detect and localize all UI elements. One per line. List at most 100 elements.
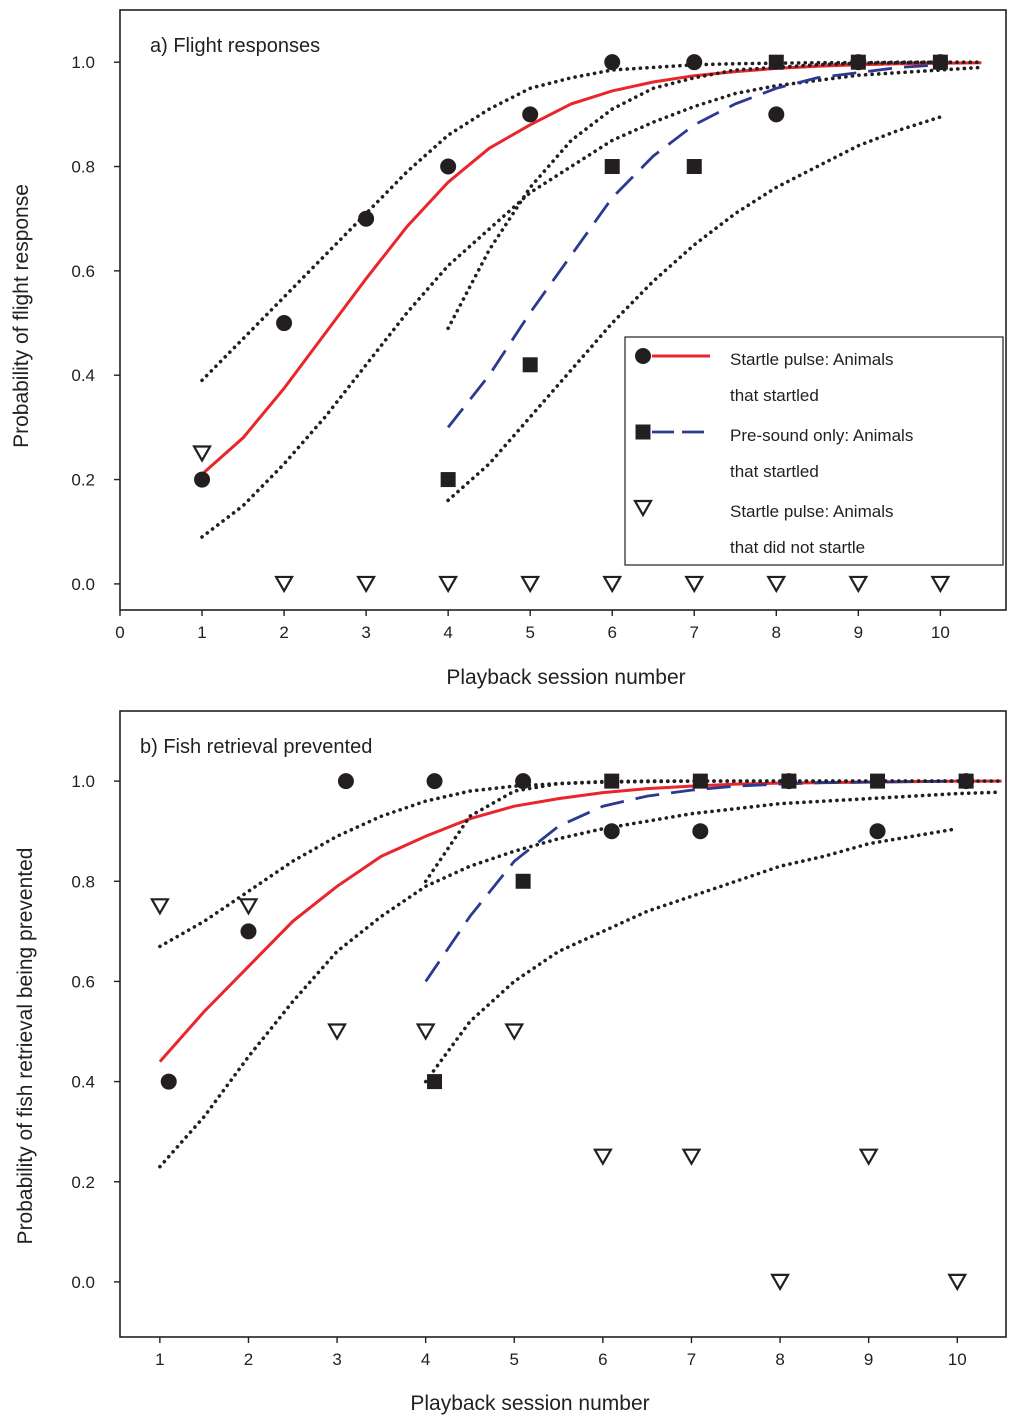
legend-circle-marker	[635, 348, 651, 364]
square-data-point	[515, 873, 531, 889]
circle-data-point	[440, 158, 457, 175]
y-tick-label: 0.2	[71, 471, 95, 490]
triangle-down-data-point	[274, 575, 294, 594]
panel-b-series	[158, 779, 1004, 1169]
x-tick-label: 2	[244, 1350, 253, 1369]
legend-entry-1-line-1: Startle pulse: Animals	[730, 350, 893, 369]
legend-triangle-down-marker	[633, 499, 653, 518]
x-tick-label: 5	[510, 1350, 519, 1369]
legend-samples	[633, 348, 710, 518]
x-tick-label: 5	[525, 623, 534, 642]
confidence-band-3	[158, 790, 1004, 1169]
circle-data-point	[240, 923, 257, 940]
fit-curve-5	[424, 779, 958, 983]
y-tick-label: 0.6	[71, 972, 95, 991]
legend-entry-3-line-1: Startle pulse: Animals	[730, 502, 893, 521]
triangle-down-data-point	[520, 575, 541, 594]
square-data-point	[604, 159, 620, 175]
triangle-down-data-point	[592, 1148, 613, 1166]
circle-data-point	[160, 1073, 177, 1090]
panel-a-ticks: 0 1 2 3 4 5 6 7 8 9 10 0.0 0.2 0.4 0.6 0.8 1.0	[71, 53, 949, 642]
x-tick-label: 6	[598, 1350, 607, 1369]
panel-b-ticks: 1 2 3 4 5 6 7 8 9 10 0.0 0.2 0.4 0.6 0.8 1.0	[71, 772, 966, 1369]
circle-data-point	[337, 773, 354, 790]
square-data-point	[850, 54, 866, 70]
legend-entry-3-line-2: that did not startle	[730, 538, 865, 557]
x-tick-label: 1	[197, 623, 206, 642]
square-data-point	[870, 773, 886, 789]
confidence-band-3	[200, 65, 984, 539]
circle-data-point	[768, 106, 785, 123]
x-tick-label: 10	[931, 623, 950, 642]
triangle-down-data-point	[858, 1148, 879, 1166]
panel-b-x-axis-title: Playback session number	[410, 1392, 649, 1415]
y-tick-label: 1.0	[71, 772, 95, 791]
panel-a-x-axis-title: Playback session number	[446, 666, 685, 689]
square-data-point	[522, 357, 538, 373]
square-data-point	[440, 472, 456, 488]
panel-a-y-axis-title: Probability of flight response	[10, 184, 33, 448]
panel-b-markers	[149, 773, 975, 1292]
x-tick-label: 4	[443, 623, 452, 642]
triangle-down-data-point	[438, 575, 459, 594]
square-data-point	[692, 773, 708, 789]
triangle-down-data-point	[681, 1148, 702, 1166]
circle-data-point	[603, 823, 620, 840]
triangle-down-data-point	[766, 575, 787, 594]
x-tick-label: 7	[687, 1350, 696, 1369]
x-tick-label: 3	[332, 1350, 341, 1369]
panel-b-y-axis-title: Probability of fish retrieval being prev…	[14, 848, 37, 1245]
circle-data-point	[358, 210, 375, 227]
panel-a-legend: Startle pulse: Animals that startled Pre…	[624, 336, 1004, 566]
triangle-down-data-point	[192, 445, 212, 463]
panel-b-title: b) Fish retrieval prevented	[140, 736, 372, 758]
x-tick-label: 6	[607, 623, 616, 642]
square-data-point	[604, 773, 620, 789]
triangle-down-data-point	[415, 1023, 436, 1041]
panel-a-title: a) Flight responses	[150, 35, 320, 57]
panel-b-frame	[119, 710, 1007, 1338]
y-tick-label: 1.0	[71, 53, 95, 72]
square-data-point	[686, 159, 702, 175]
y-tick-label: 0.8	[71, 872, 95, 891]
legend-entry-2-line-1: Pre-sound only: Animals	[730, 426, 913, 445]
triangle-down-data-point	[238, 898, 259, 916]
triangle-down-data-point	[684, 575, 705, 594]
x-tick-label: 8	[772, 623, 781, 642]
x-tick-label: 8	[775, 1350, 784, 1369]
circle-data-point	[692, 823, 709, 840]
fit-curve-1	[158, 779, 1002, 1063]
y-tick-label: 0.8	[71, 158, 95, 177]
x-tick-label: 9	[854, 623, 863, 642]
panel-b-chart: 1 2 3 4 5 6 7 8 9 10 0.0 0.2 0.4 0.6 0.8 1.0 b) Fish re…	[14, 710, 1007, 1415]
confidence-band-2	[200, 60, 984, 383]
circle-data-point	[426, 773, 443, 790]
square-data-point	[932, 54, 948, 70]
triangle-down-data-point	[149, 898, 170, 916]
confidence-band-7	[423, 826, 960, 1084]
panel-a-markers	[192, 54, 951, 594]
x-tick-label: 10	[948, 1350, 967, 1369]
square-data-point	[781, 773, 797, 789]
circle-data-point	[869, 823, 886, 840]
triangle-down-data-point	[947, 1273, 968, 1292]
confidence-band-2	[158, 779, 1004, 949]
circle-data-point	[522, 106, 539, 123]
y-tick-label: 0.4	[71, 1073, 95, 1092]
y-tick-label: 0.4	[71, 366, 95, 385]
y-tick-label: 0.0	[71, 575, 95, 594]
y-tick-label: 0.2	[71, 1173, 95, 1192]
y-tick-label: 0.6	[71, 262, 95, 281]
triangle-down-data-point	[504, 1023, 525, 1041]
triangle-down-data-point	[930, 575, 951, 594]
x-tick-label: 4	[421, 1350, 430, 1369]
triangle-down-data-point	[356, 575, 377, 594]
x-tick-label: 9	[864, 1350, 873, 1369]
square-data-point	[427, 1074, 443, 1090]
legend-entry-1-line-2: that startled	[730, 386, 819, 405]
triangle-down-data-point	[848, 575, 869, 594]
circle-data-point	[604, 54, 621, 71]
legend-box	[624, 336, 1004, 566]
square-data-point	[958, 773, 974, 789]
circle-data-point	[276, 315, 293, 332]
